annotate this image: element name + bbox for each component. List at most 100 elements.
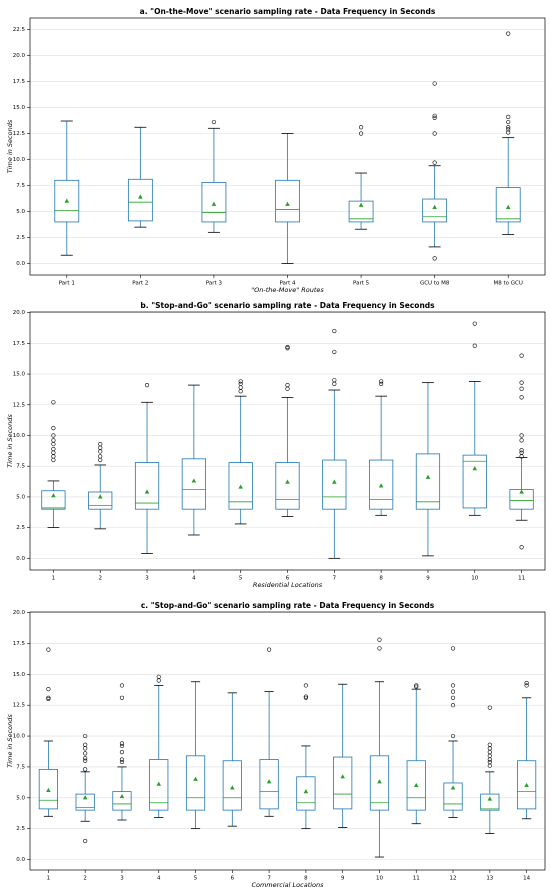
outlier [285, 346, 290, 351]
outlier [432, 131, 437, 136]
outlier [487, 759, 492, 765]
y-tick-label: 15.0 [13, 105, 26, 111]
x-tick-label: 11 [413, 876, 420, 882]
y-tick-label: 7.5 [16, 764, 25, 770]
x-tick-label: 9 [426, 576, 430, 582]
outlier [487, 746, 492, 751]
y-axis-label: Time in Seconds [6, 414, 14, 468]
y-tick-label: 20.0 [13, 310, 26, 316]
outlier [332, 381, 337, 386]
box [149, 759, 169, 811]
outlier [238, 385, 243, 390]
y-axis-label: Time in Seconds [6, 119, 14, 173]
outlier [432, 115, 437, 120]
outlier [238, 381, 243, 386]
box [75, 793, 95, 811]
box [333, 756, 353, 810]
outlier [432, 81, 437, 86]
outlier [506, 130, 511, 135]
y-tick-label: 17.5 [13, 641, 26, 647]
outlier [119, 741, 125, 746]
outlier [156, 678, 161, 683]
mean-marker [193, 776, 198, 781]
box [54, 179, 80, 223]
x-tick-label: 14 [523, 876, 530, 882]
mean-marker [519, 489, 524, 494]
outlier [487, 742, 492, 747]
x-tick-label: Part 1 [59, 281, 75, 287]
box [495, 187, 521, 223]
box [134, 462, 160, 510]
outlier [119, 759, 125, 765]
x-tick-label: 7 [267, 876, 271, 882]
outlier [487, 750, 492, 755]
chart-title: c. "Stop-and-Go" scenario sampling rate … [141, 601, 435, 610]
box [185, 755, 206, 811]
outlier [506, 114, 511, 119]
box [415, 453, 441, 510]
outlier [519, 450, 524, 455]
x-tick-label: 4 [157, 876, 161, 882]
outlier [487, 753, 492, 758]
outlier [377, 637, 382, 642]
outlier [119, 750, 125, 755]
x-tick-label: 12 [450, 876, 457, 882]
outlier [119, 757, 125, 762]
x-tick-label: 13 [486, 876, 493, 882]
outlier [46, 687, 51, 692]
x-tick-label: M8 to GCU [494, 281, 523, 287]
x-tick-label: 9 [341, 876, 345, 882]
outlier [379, 381, 384, 386]
x-tick-label: Part 4 [279, 281, 296, 287]
outlier [98, 457, 103, 463]
outlier [83, 751, 88, 756]
y-tick-label: 20.0 [13, 53, 26, 59]
y-tick-label: 0.0 [16, 556, 25, 562]
outlier [332, 349, 337, 355]
box [369, 755, 390, 811]
outlier [487, 757, 492, 762]
outlier [450, 733, 456, 739]
outlier [450, 683, 456, 688]
outlier [98, 445, 103, 450]
outlier [285, 344, 290, 350]
y-tick-label: 0.0 [16, 261, 25, 267]
y-tick-label: 7.5 [16, 183, 25, 189]
box [228, 462, 253, 510]
outlier [83, 746, 88, 751]
outlier [238, 389, 243, 394]
outlier [519, 545, 524, 550]
x-axis-label: Residential Locations [253, 581, 323, 589]
outlier [519, 448, 524, 453]
y-tick-label: 2.5 [16, 235, 25, 241]
x-tick-label: 3 [120, 876, 124, 882]
x-axis-label: "On-the-Move" Routes [251, 286, 324, 294]
outlier [46, 695, 51, 700]
box [222, 760, 242, 811]
outlier [519, 438, 524, 443]
mean-marker [358, 202, 364, 207]
box [38, 768, 58, 810]
outlier [98, 454, 103, 459]
outlier [98, 441, 103, 447]
box [348, 200, 374, 223]
outlier [83, 742, 88, 747]
x-tick-label: 7 [333, 576, 337, 582]
x-tick-label: Part 3 [206, 281, 223, 287]
x-tick-label: 3 [145, 576, 149, 582]
x-tick-label: Part 2 [132, 281, 148, 287]
y-tick-label: 2.5 [16, 826, 25, 832]
mean-marker [156, 781, 162, 786]
mean-marker [425, 474, 431, 479]
box [462, 454, 487, 509]
outlier [524, 683, 529, 688]
box [201, 181, 227, 223]
outlier [472, 343, 477, 348]
mean-marker [524, 782, 529, 788]
box [517, 760, 537, 810]
outlier [51, 426, 56, 431]
box [181, 458, 206, 510]
outlier [450, 646, 456, 651]
outlier [519, 380, 524, 385]
x-tick-label: GCU to M8 [420, 281, 450, 287]
